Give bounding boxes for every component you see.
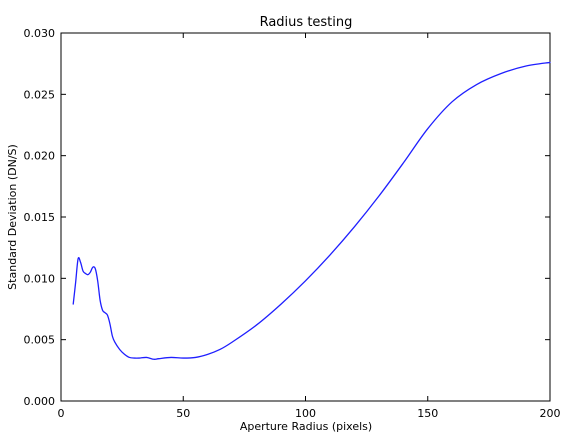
x-tick-label: 100: [295, 407, 316, 420]
y-tick-label: 0.000: [24, 395, 56, 408]
x-tick-label: 0: [58, 407, 65, 420]
y-axis-label: Standard Deviation (DN/S): [6, 144, 19, 290]
y-tick-label: 0.005: [24, 334, 56, 347]
y-tick-label: 0.025: [24, 88, 56, 101]
y-tick-label: 0.015: [24, 211, 56, 224]
y-tick-label: 0.010: [24, 272, 56, 285]
x-axis-ticks: 0 50 100 150 200: [58, 33, 561, 420]
x-tick-label: 50: [176, 407, 190, 420]
y-tick-label: 0.020: [24, 150, 56, 163]
plot-frame: [60, 32, 551, 402]
x-axis-label: Aperture Radius (pixels): [240, 420, 372, 433]
x-tick-label: 200: [540, 407, 561, 420]
x-tick-label: 150: [417, 407, 438, 420]
series-line: [72, 61, 551, 360]
y-axis-ticks: 0.000 0.005 0.010 0.015 0.020 0.025 0.030: [24, 27, 550, 408]
y-tick-label: 0.030: [24, 27, 56, 40]
chart-title: Radius testing: [260, 15, 353, 30]
